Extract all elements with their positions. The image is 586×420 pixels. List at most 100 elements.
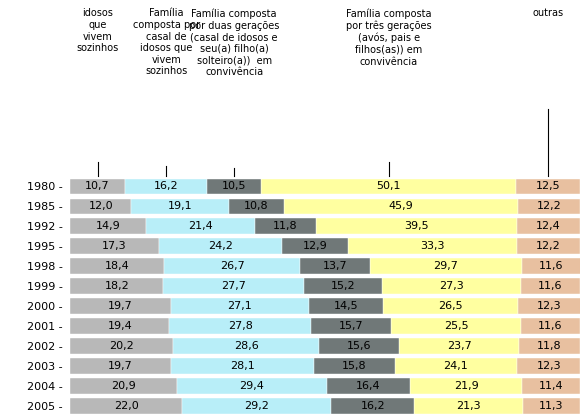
Bar bbox=[315, 218, 517, 234]
Text: 12,5: 12,5 bbox=[536, 181, 561, 192]
Bar bbox=[522, 258, 581, 274]
Text: 29,4: 29,4 bbox=[239, 381, 264, 391]
Bar bbox=[327, 378, 410, 394]
Bar bbox=[517, 358, 580, 374]
Text: 16,2: 16,2 bbox=[154, 181, 179, 192]
Bar bbox=[70, 318, 169, 334]
Bar bbox=[383, 298, 518, 314]
Bar bbox=[284, 199, 518, 214]
Text: 45,9: 45,9 bbox=[389, 201, 413, 211]
Bar bbox=[171, 358, 314, 374]
Bar bbox=[207, 178, 261, 194]
Bar bbox=[261, 178, 516, 194]
Text: Família composta
por duas gerações
(casal de idosos e
seu(a) filho(a)
solteiro(a: Família composta por duas gerações (casa… bbox=[189, 8, 280, 77]
Text: 24,1: 24,1 bbox=[444, 361, 468, 371]
Text: 27,7: 27,7 bbox=[222, 281, 246, 291]
Text: 19,4: 19,4 bbox=[107, 321, 132, 331]
Bar bbox=[70, 258, 164, 274]
Bar bbox=[70, 278, 163, 294]
Text: 33,3: 33,3 bbox=[420, 241, 445, 251]
Text: 11,6: 11,6 bbox=[539, 281, 563, 291]
Bar bbox=[70, 338, 173, 354]
Bar bbox=[304, 278, 382, 294]
Text: 12,3: 12,3 bbox=[536, 361, 561, 371]
Text: 12,2: 12,2 bbox=[537, 201, 561, 211]
Text: 23,7: 23,7 bbox=[447, 341, 471, 351]
Text: 16,4: 16,4 bbox=[356, 381, 381, 391]
Bar bbox=[522, 378, 580, 394]
Bar bbox=[521, 318, 580, 334]
Text: 26,7: 26,7 bbox=[220, 261, 244, 271]
Bar bbox=[414, 398, 523, 414]
Bar bbox=[70, 199, 131, 214]
Bar bbox=[382, 278, 521, 294]
Text: 12,3: 12,3 bbox=[537, 301, 561, 311]
Bar bbox=[159, 239, 282, 254]
Text: 39,5: 39,5 bbox=[404, 221, 428, 231]
Text: 19,1: 19,1 bbox=[168, 201, 192, 211]
Bar bbox=[169, 318, 311, 334]
Text: 12,0: 12,0 bbox=[88, 201, 113, 211]
Text: 27,1: 27,1 bbox=[227, 301, 252, 311]
Bar bbox=[70, 239, 159, 254]
Bar bbox=[171, 298, 309, 314]
Text: 20,9: 20,9 bbox=[111, 381, 136, 391]
Text: 15,7: 15,7 bbox=[339, 321, 363, 331]
Bar bbox=[146, 218, 255, 234]
Text: idosos
que
vivem
sozinhos: idosos que vivem sozinhos bbox=[76, 8, 119, 53]
Bar bbox=[314, 358, 394, 374]
Bar bbox=[518, 298, 581, 314]
Bar bbox=[70, 358, 171, 374]
Bar bbox=[311, 318, 391, 334]
Text: 29,7: 29,7 bbox=[434, 261, 458, 271]
Bar bbox=[518, 199, 580, 214]
Text: 12,9: 12,9 bbox=[302, 241, 327, 251]
Bar bbox=[70, 298, 171, 314]
Bar bbox=[70, 178, 125, 194]
Text: 18,4: 18,4 bbox=[105, 261, 130, 271]
Text: 11,3: 11,3 bbox=[539, 401, 564, 411]
Bar bbox=[517, 239, 580, 254]
Text: 24,2: 24,2 bbox=[208, 241, 233, 251]
Bar bbox=[282, 239, 347, 254]
Text: 17,3: 17,3 bbox=[102, 241, 127, 251]
Bar bbox=[177, 378, 327, 394]
Bar bbox=[125, 178, 207, 194]
Text: 27,3: 27,3 bbox=[439, 281, 464, 291]
Bar bbox=[516, 178, 580, 194]
Text: 15,8: 15,8 bbox=[342, 361, 367, 371]
Text: 15,2: 15,2 bbox=[331, 281, 355, 291]
Text: 21,3: 21,3 bbox=[456, 401, 481, 411]
Bar bbox=[370, 258, 522, 274]
Bar bbox=[70, 398, 182, 414]
Text: 11,4: 11,4 bbox=[539, 381, 563, 391]
Text: 14,9: 14,9 bbox=[96, 221, 121, 231]
Text: 19,7: 19,7 bbox=[108, 301, 133, 311]
Bar bbox=[163, 278, 304, 294]
Bar bbox=[70, 378, 177, 394]
Text: 11,6: 11,6 bbox=[539, 321, 563, 331]
Bar bbox=[229, 199, 284, 214]
Bar bbox=[394, 358, 517, 374]
Text: 16,2: 16,2 bbox=[360, 401, 385, 411]
Bar bbox=[319, 338, 398, 354]
Text: 15,6: 15,6 bbox=[347, 341, 371, 351]
Text: Família composta
por três gerações
(avós, pais e
filhos(as)) em
convivência: Família composta por três gerações (avós… bbox=[346, 8, 431, 66]
Bar bbox=[398, 338, 519, 354]
Bar bbox=[523, 398, 580, 414]
Text: 28,1: 28,1 bbox=[230, 361, 255, 371]
Bar bbox=[300, 258, 370, 274]
Text: 11,6: 11,6 bbox=[539, 261, 563, 271]
Text: Família
composta por
casal de
idosos que
vivem
sozinhos: Família composta por casal de idosos que… bbox=[132, 8, 200, 76]
Text: 12,4: 12,4 bbox=[536, 221, 561, 231]
Text: 26,5: 26,5 bbox=[438, 301, 463, 311]
Text: 18,2: 18,2 bbox=[104, 281, 129, 291]
Bar bbox=[519, 338, 580, 354]
Bar bbox=[131, 199, 229, 214]
Text: 27,8: 27,8 bbox=[227, 321, 253, 331]
Text: 14,5: 14,5 bbox=[333, 301, 358, 311]
Text: outras: outras bbox=[533, 8, 564, 18]
Bar bbox=[347, 239, 517, 254]
Text: 21,4: 21,4 bbox=[189, 221, 213, 231]
Bar bbox=[410, 378, 522, 394]
